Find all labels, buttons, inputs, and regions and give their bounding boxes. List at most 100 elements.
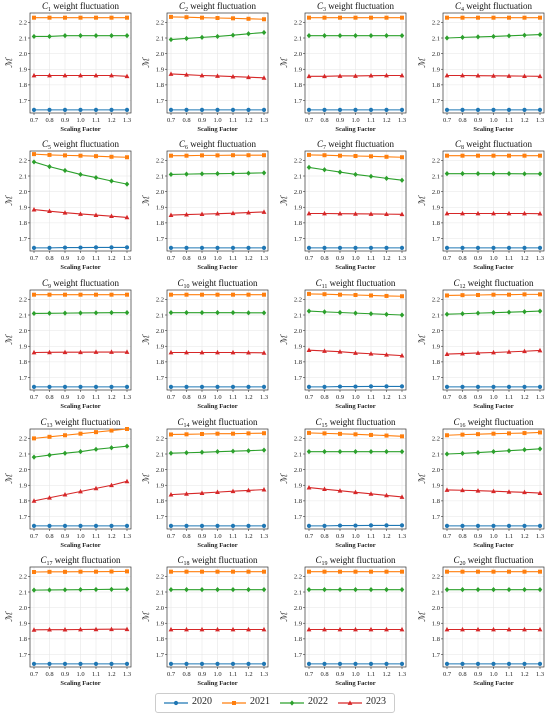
data-point-2023 bbox=[246, 626, 251, 632]
x-tick-label: 1.0 bbox=[351, 255, 359, 262]
x-tick-label: 0.7 bbox=[167, 671, 176, 678]
x-tick-label: 0.9 bbox=[198, 117, 206, 124]
data-point-2021 bbox=[460, 153, 465, 158]
data-point-2021 bbox=[169, 292, 173, 297]
data-point-2021 bbox=[184, 292, 189, 297]
x-tick-label: 1.1 bbox=[367, 394, 375, 401]
data-point-2020 bbox=[384, 245, 389, 250]
data-point-2023 bbox=[47, 495, 52, 500]
data-point-2020 bbox=[506, 245, 512, 250]
y-tick-label: 1.8 bbox=[19, 82, 27, 89]
data-point-2021 bbox=[338, 569, 342, 574]
data-point-2022 bbox=[124, 310, 130, 316]
data-point-2022 bbox=[168, 171, 174, 178]
data-point-2020 bbox=[506, 523, 512, 528]
data-point-2022 bbox=[353, 171, 358, 178]
data-point-2021 bbox=[491, 15, 496, 20]
data-point-2022 bbox=[353, 587, 358, 593]
data-point-2022 bbox=[246, 310, 251, 316]
panel-title-subscript: 18 bbox=[184, 561, 190, 567]
data-point-2021 bbox=[507, 569, 511, 574]
y-tick-label: 1.8 bbox=[156, 498, 164, 505]
data-point-2020 bbox=[491, 107, 496, 112]
data-point-2021 bbox=[262, 569, 266, 574]
data-point-2020 bbox=[322, 107, 327, 112]
y-tick-label: 1.8 bbox=[19, 636, 27, 643]
data-point-2023 bbox=[337, 73, 343, 78]
panel-title-suffix: weight fluctuation bbox=[53, 417, 121, 427]
panel-title: C6 weight fluctuation bbox=[179, 139, 256, 151]
x-tick-label: 0.9 bbox=[474, 671, 482, 678]
data-point-2022 bbox=[475, 171, 481, 177]
x-tick-label: 0.8 bbox=[458, 671, 466, 678]
data-point-2020 bbox=[246, 245, 251, 250]
x-axis-label: Scaling Factor bbox=[197, 403, 237, 410]
data-point-2020 bbox=[522, 661, 527, 666]
data-point-2021 bbox=[231, 153, 235, 158]
data-point-2021 bbox=[445, 15, 449, 20]
data-point-2021 bbox=[491, 153, 496, 158]
data-point-2023 bbox=[184, 491, 189, 496]
x-tick-label: 1.3 bbox=[398, 394, 406, 401]
data-point-2020 bbox=[31, 523, 37, 528]
data-point-2022 bbox=[491, 587, 496, 593]
x-tick-label: 0.8 bbox=[320, 394, 328, 401]
data-point-2022 bbox=[215, 310, 220, 316]
data-point-2022 bbox=[261, 310, 267, 316]
y-tick-label: 1.9 bbox=[432, 344, 440, 351]
data-point-2020 bbox=[444, 384, 450, 389]
legend-label: 2022 bbox=[308, 696, 328, 707]
data-point-2022 bbox=[475, 310, 481, 316]
data-point-2023 bbox=[368, 626, 374, 632]
y-tick-label: 1.7 bbox=[294, 236, 303, 243]
x-tick-label: 0.7 bbox=[30, 394, 39, 401]
data-point-2023 bbox=[537, 347, 543, 353]
x-axis-label: Scaling Factor bbox=[335, 680, 375, 687]
x-tick-label: 1.2 bbox=[382, 117, 390, 124]
y-tick-label: 1.8 bbox=[294, 498, 302, 505]
chart-panel: 0.7 0.8 0.9 1.0 1.1 1.2 1.3 1.7 1.8 1.9 2.0 2.1 2.2 S… bbox=[141, 555, 269, 687]
data-point-2023 bbox=[491, 210, 496, 216]
data-point-2023 bbox=[353, 489, 358, 495]
panel-title: C16 weight fluctuation bbox=[454, 417, 534, 429]
data-point-2020 bbox=[491, 523, 496, 528]
data-point-2021 bbox=[169, 432, 173, 437]
data-point-2020 bbox=[444, 661, 450, 666]
data-point-2022 bbox=[353, 449, 358, 455]
data-point-2021 bbox=[169, 569, 173, 574]
panel-title: C11 weight fluctuation bbox=[316, 278, 396, 290]
data-point-2020 bbox=[184, 523, 189, 528]
data-point-2021 bbox=[125, 155, 129, 160]
data-point-2021 bbox=[169, 153, 173, 158]
y-tick-label: 2.0 bbox=[19, 189, 27, 196]
x-tick-label: 1.3 bbox=[398, 533, 406, 540]
data-point-2020 bbox=[444, 245, 450, 250]
data-point-2023 bbox=[78, 488, 83, 494]
y-axis-label: ℳ bbox=[4, 473, 14, 484]
panel-title-prefix: C bbox=[178, 278, 185, 288]
data-point-2022 bbox=[460, 311, 465, 317]
y-tick-label: 1.8 bbox=[19, 498, 27, 505]
data-point-2023 bbox=[168, 71, 174, 76]
data-point-2023 bbox=[31, 206, 37, 212]
panel-title-subscript: 6 bbox=[185, 145, 188, 151]
data-point-2021 bbox=[307, 569, 311, 574]
data-point-2022 bbox=[62, 167, 68, 174]
legend-entry-2021: 2021 bbox=[220, 694, 276, 712]
panel-title-suffix: weight fluctuation bbox=[466, 555, 534, 565]
legend-swatch bbox=[280, 700, 304, 706]
panel-title: C17 weight fluctuation bbox=[41, 555, 121, 567]
x-tick-label: 1.1 bbox=[367, 671, 375, 678]
chart-panel: 0.7 0.8 0.9 1.0 1.1 1.2 1.3 1.7 1.8 1.9 2.0 2.1 2.2 S… bbox=[279, 1, 407, 133]
data-point-2020 bbox=[537, 107, 543, 112]
panel-title-suffix: weight fluctuation bbox=[188, 139, 256, 149]
x-tick-label: 1.1 bbox=[92, 394, 100, 401]
x-axis-label: Scaling Factor bbox=[197, 680, 237, 687]
data-point-2022 bbox=[306, 164, 312, 171]
data-point-2021 bbox=[47, 15, 52, 20]
data-point-2022 bbox=[306, 587, 312, 593]
x-tick-label: 1.2 bbox=[244, 533, 252, 540]
y-tick-label: 2.0 bbox=[156, 189, 164, 196]
data-point-2023 bbox=[246, 487, 251, 493]
data-point-2023 bbox=[109, 349, 114, 354]
